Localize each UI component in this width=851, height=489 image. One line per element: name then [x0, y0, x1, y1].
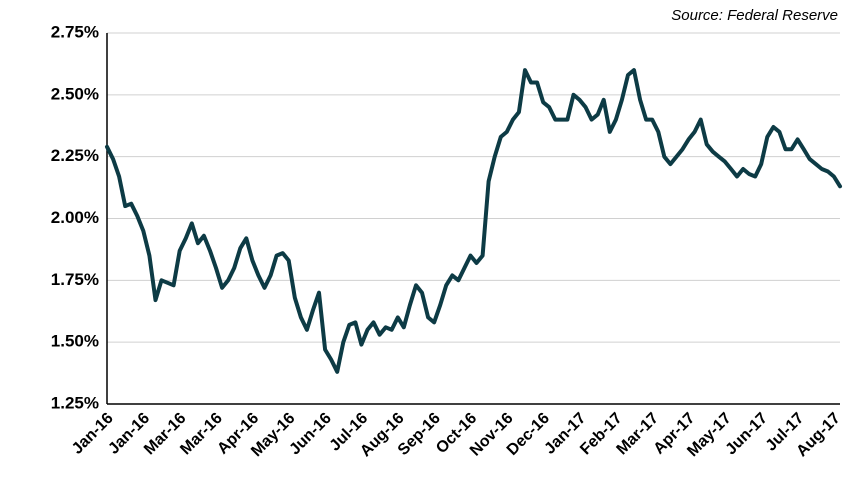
y-tick-label: 1.25% [51, 393, 99, 412]
y-tick-label: 2.75% [51, 22, 99, 41]
y-tick-label: 2.00% [51, 208, 99, 227]
source-note: Source: Federal Reserve [671, 7, 838, 24]
y-tick-label: 1.50% [51, 332, 99, 351]
line-series [105, 68, 842, 374]
y-tick-label: 2.25% [51, 146, 99, 165]
y-tick-label: 1.75% [51, 270, 99, 289]
y-tick-label: 2.50% [51, 84, 99, 103]
